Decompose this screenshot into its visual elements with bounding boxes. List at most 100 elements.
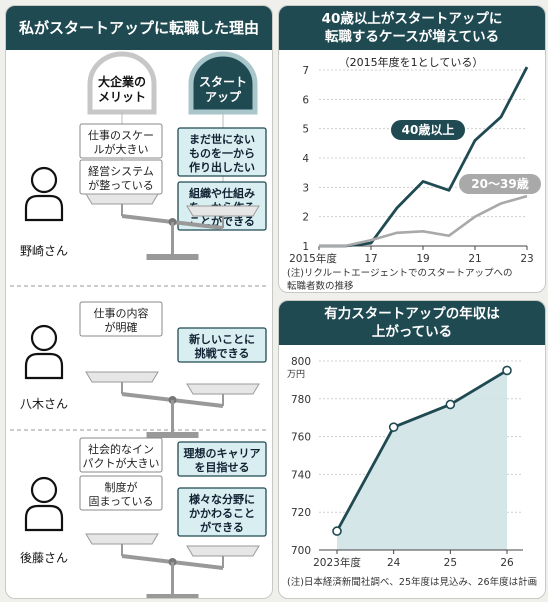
legend-40-label: 40歳以上 [402,122,455,137]
age-chart-panel: 40歳以上がスタートアップに 転職するケースが増えている （2015年度を1とし… [278,5,546,293]
person-name: 後藤さん [20,551,68,565]
x-tick-label: 25 [444,557,457,569]
person-name: 野崎さん [20,244,68,258]
big-merit-box-text: が整っている [88,178,153,192]
legend-40-badge [391,120,465,140]
big-merit-box [79,123,163,159]
y-tick-label: 2 [302,212,309,224]
y-tick-label: 700 [291,545,311,557]
balance-scale-left-pan [85,533,159,545]
y-tick-label: 760 [291,432,311,444]
startup-merit-box-text: 作り出したい [189,160,255,174]
salary-area [337,370,507,550]
startup-merit-box-text: ができる [200,520,244,534]
big-merit-box-text: 仕事の内容 [94,306,149,320]
legend-20-39-badge [459,174,541,194]
salary-point [388,422,399,432]
big-merit-box-text: 経営システム [88,164,154,178]
startup-merit-box-text: かかわること [189,507,255,520]
age-chart-title: 40歳以上がスタートアップに 転職するケースが増えている [279,6,545,50]
big-merit-box-text: パクトが大きい [83,456,160,470]
startup-merit-box-text: ものを一から [189,147,255,160]
startup-merit-box-text: まだ世にない [189,132,255,146]
startup-merit-box [177,441,267,477]
y-tick-label: 800 [291,356,311,368]
legend-20-39-label: 20～39歳 [471,176,528,191]
reasons-title: 私がスタートアップに転職した理由 [6,6,272,50]
startup-merit-box [177,127,267,177]
age-chart-subtitle: （2015年度を1としている） [339,55,484,69]
person-body-icon [24,352,64,380]
startup-merit-box-text: 様々な分野に [189,492,255,506]
series-line-1 [319,194,528,248]
startup-merit-box-text: 挑戦できる [195,346,250,360]
startup-merit-box [177,327,267,363]
x-tick-label: 2015年度 [289,252,337,265]
balance-scale-left-pan [85,371,159,383]
salary-line [335,369,508,532]
x-tick-label: 26 [500,557,514,569]
x-tick-label: 19 [416,253,429,265]
balance-scale-right-pan [186,383,260,395]
balance-scale-left-pan [85,193,159,205]
startup-merit-box-text: 組織や仕組み [189,186,255,200]
age-chart-note: (注)リクルートエージェントでのスタートアップへの [287,267,512,279]
y-tick-label: 5 [302,124,309,136]
big-company-header-label: 大企業の [98,74,146,89]
y-tick-label: 1 [302,241,309,253]
person-head-icon [30,476,58,504]
big-merit-box-text: が明確 [105,320,138,334]
big-merit-box [79,301,163,337]
big-merit-box [79,475,163,511]
x-tick-label: 23 [520,253,533,265]
x-tick-label: 21 [468,253,481,265]
startup-header-label: スタート [199,75,247,89]
y-tick-label: 780 [291,394,311,406]
salary-point [332,526,342,536]
y-tick-label: 3 [302,182,309,194]
person-head-icon [30,324,58,352]
y-tick-label: 740 [291,469,311,481]
big-company-header-bubble [87,51,157,115]
y-tick-label: 720 [291,507,311,519]
series-line-0 [319,66,529,248]
salary-chart-title: 有力スタートアップの年収は 上がっている [279,301,545,345]
startup-merit-box-text: 新しいことに [189,332,255,346]
age-chart-note: 転職者数の推移 [287,280,354,292]
salary-chart-note: (注)日本経済新聞社調べ、25年度は見込み、26年度は計画 [287,576,537,588]
big-merit-box-text: 固まっている [88,495,153,508]
startup-merit-box-text: を目指せる [195,460,250,474]
balance-scale-right-pan [186,545,260,557]
person-body-icon [24,504,64,532]
person-name: 八木さん [20,397,68,411]
age-chart-title-line2: 転職するケースが増えている [324,29,500,45]
big-merit-box-text: 仕事のスケー [88,129,154,142]
x-tick-label: 17 [364,253,377,265]
y-unit-label: 万円 [287,369,305,380]
salary-chart-panel: 有力スタートアップの年収は 上がっている 700 720 740 760 780 800 万… [278,300,546,599]
startup-merit-box [177,487,267,537]
big-merit-box [79,437,163,473]
balance-scale-base [146,594,199,598]
big-merit-box-text: 社会的なイン [88,442,154,456]
startup-merit-box-text: 理想のキャリア [184,446,261,460]
y-tick-label: 7 [302,65,309,77]
big-merit-box-text: ルが大きい [94,142,149,156]
salary-chart-title-line1: 有力スタートアップの年収は [324,306,500,322]
startup-header-label: アップ [205,89,242,104]
balance-scale-base [146,254,199,260]
startup-header-bubble [188,51,258,115]
person-head-icon [30,166,58,194]
x-tick-label: 2023年度 [313,556,361,569]
big-merit-box-text: 制度が [105,480,138,494]
y-tick-label: 4 [302,153,309,165]
reasons-panel: 私がスタートアップに転職した理由 大企業の メリット スタート アップ 野崎さん 仕事のス… [5,5,273,599]
balance-scale-base [146,432,199,438]
salary-chart-title-line2: 上がっている [371,324,453,340]
y-tick-label: 6 [302,94,309,106]
salary-point [445,399,456,410]
salary-point [502,365,512,376]
person-body-icon [24,194,64,222]
